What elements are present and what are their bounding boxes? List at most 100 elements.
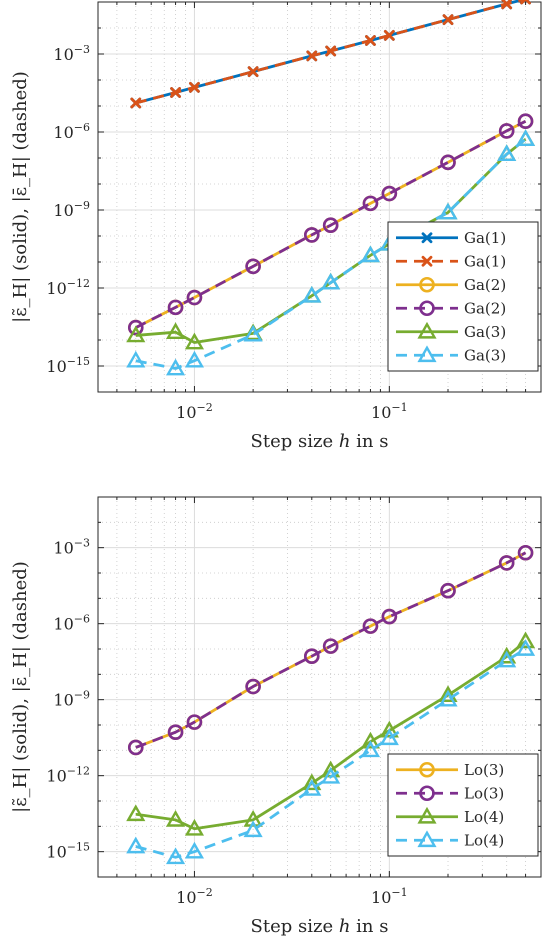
- data-point: [516, 631, 536, 649]
- y-tick-label-base: 10: [53, 539, 73, 558]
- data-point: [497, 650, 517, 668]
- data-point: [184, 818, 205, 836]
- data-point: [520, 0, 531, 5]
- legend-label: Ga(3): [464, 346, 506, 364]
- series-lo3-dashed: [127, 544, 534, 756]
- data-point: [438, 689, 458, 707]
- data-point: [383, 29, 395, 41]
- legend-label: Lo(3): [464, 761, 504, 779]
- data-point: [497, 144, 517, 162]
- data-point: [126, 350, 146, 368]
- data-point: [170, 87, 181, 98]
- data-point: [438, 202, 458, 220]
- data-point: [302, 778, 322, 796]
- data-point: [126, 325, 146, 343]
- data-point: [440, 582, 456, 599]
- data-point: [184, 350, 205, 368]
- grid: [98, 2, 541, 392]
- data-point: [303, 227, 320, 243]
- data-point: [322, 638, 339, 654]
- data-point: [167, 299, 184, 316]
- y-tick-label: 10−6: [53, 121, 90, 142]
- legend-marker: [419, 300, 435, 317]
- series-ga1-dashed: [130, 0, 531, 109]
- data-point: [165, 847, 186, 865]
- data-point: [189, 81, 200, 93]
- data-point: [497, 646, 517, 664]
- y-tick-label-base: 10: [53, 123, 73, 142]
- data-point: [245, 678, 261, 695]
- data-point: [126, 804, 146, 822]
- y-tick-label: 10−12: [46, 277, 90, 298]
- axes-box: [97, 1, 542, 393]
- series-group: [126, 544, 536, 865]
- legend-box: [387, 221, 539, 372]
- data-point: [167, 724, 184, 740]
- y-tick-label-exponent: −9: [74, 199, 90, 212]
- x-tick-label-exponent: −1: [391, 401, 407, 414]
- data-point: [165, 322, 186, 339]
- data-point: [440, 154, 456, 171]
- y-tick-label-exponent: −3: [74, 43, 90, 56]
- data-point: [379, 720, 399, 738]
- legend-label: Ga(2): [464, 276, 506, 294]
- data-point: [360, 731, 381, 749]
- y-tick-label-base: 10: [53, 45, 73, 64]
- data-point: [306, 50, 318, 62]
- y-tick-label: 10−9: [53, 199, 90, 220]
- data-point: [516, 639, 536, 656]
- y-tick-label: 10−3: [53, 43, 90, 64]
- data-point: [247, 66, 259, 78]
- x-tick-label: 10−1: [371, 886, 408, 907]
- legend-marker: [419, 761, 435, 778]
- legend-label: Lo(3): [464, 784, 504, 802]
- axes-box: [97, 496, 542, 878]
- data-point: [365, 35, 376, 46]
- legend-label: Ga(1): [464, 252, 506, 270]
- x-tick-label-base: 10: [371, 403, 391, 422]
- data-point: [127, 739, 144, 756]
- y-tick-label: 10−12: [46, 765, 90, 786]
- data-point: [322, 217, 339, 234]
- x-tick-label-exponent: −2: [197, 886, 213, 899]
- legend-marker: [417, 345, 437, 363]
- x-tick-label: 10−2: [176, 886, 213, 907]
- data-point: [165, 809, 186, 827]
- legend-label: Lo(4): [464, 831, 504, 849]
- legend-label: Lo(4): [464, 808, 504, 826]
- legend: Ga(1) Ga(1) Ga(2) Ga(2) Ga(3) Ga(3): [387, 221, 539, 372]
- data-point: [501, 0, 513, 10]
- y-axis-label: |ε̃_H| (solid), |ε̄_H| (dashed): [10, 561, 31, 813]
- data-point: [498, 123, 515, 139]
- y-tick-label-exponent: −9: [74, 689, 90, 702]
- x-axis-label: Step size h in s: [251, 431, 389, 452]
- y-tick-label-base: 10: [46, 767, 66, 786]
- y-tick-label-base: 10: [46, 843, 66, 862]
- series-group: [126, 0, 536, 376]
- legend-label: Ga(3): [464, 323, 506, 341]
- x-tick-label-exponent: −1: [391, 886, 407, 899]
- data-point: [303, 648, 320, 664]
- legend-marker: [419, 785, 435, 802]
- data-point: [321, 272, 341, 290]
- data-point: [381, 608, 398, 625]
- data-point: [360, 740, 381, 758]
- legend-label: Ga(2): [464, 299, 506, 317]
- data-point: [186, 714, 203, 730]
- ticks: [98, 2, 541, 392]
- data-point: [126, 836, 146, 854]
- data-point: [442, 14, 454, 26]
- x-tick-label-exponent: −2: [197, 401, 213, 414]
- y-tick-label: 10−15: [46, 841, 90, 862]
- y-tick-label-exponent: −12: [67, 277, 90, 290]
- data-point: [438, 685, 458, 703]
- y-tick-label-base: 10: [53, 691, 73, 710]
- data-point: [130, 97, 142, 109]
- data-point: [517, 113, 534, 130]
- series-ga2-dashed: [127, 113, 534, 336]
- data-point: [360, 245, 381, 263]
- data-point: [243, 809, 263, 827]
